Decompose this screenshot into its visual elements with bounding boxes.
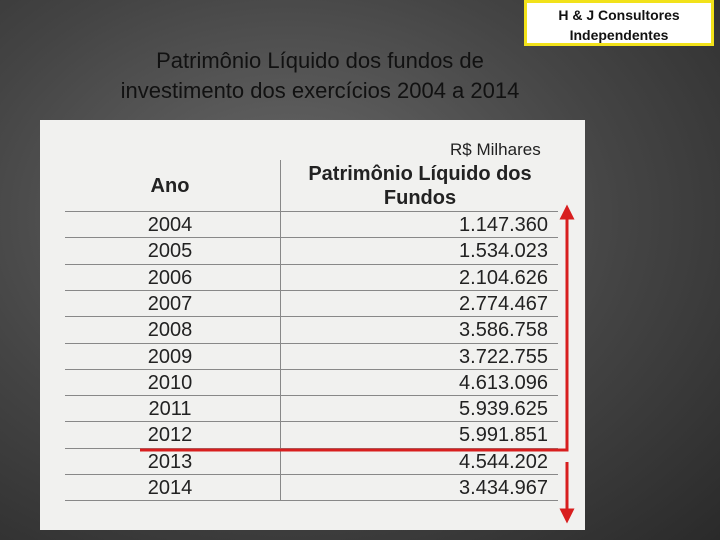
title-line: Patrimônio Líquido dos fundos de xyxy=(156,48,484,73)
badge: H & J Consultores Independentes xyxy=(524,0,714,46)
cell-value: 1.147.360 xyxy=(459,214,548,236)
cell-value: 3.586.758 xyxy=(459,319,548,342)
table: R$ Milhares Ano Patrimônio Líquido dos F… xyxy=(40,120,585,530)
cell-value: 4.613.096 xyxy=(459,371,548,394)
cell-year: 2011 xyxy=(148,398,192,421)
cell-year: 2007 xyxy=(147,292,193,315)
cell-year: 2006 xyxy=(147,266,193,289)
cell-value: 2.774.467 xyxy=(459,292,548,315)
row-line xyxy=(65,474,558,475)
cell-year: 2005 xyxy=(147,240,193,263)
cell-value: 5.991.851 xyxy=(459,424,548,447)
row-line xyxy=(65,500,558,502)
cell-value: 5.939.625 xyxy=(459,398,548,421)
cell-year: 2009 xyxy=(147,345,193,368)
cell-year: 2008 xyxy=(147,319,193,342)
cell-value: 3.434.967 xyxy=(459,477,548,499)
cell-value: 3.722.755 xyxy=(459,345,548,368)
cell-value: 2.104.626 xyxy=(459,266,548,289)
title: Patrimônio Líquido dos fundos de investi… xyxy=(20,46,620,106)
row-line xyxy=(65,289,558,291)
title-line: investimento dos exercícios 2004 a 2014 xyxy=(120,78,520,103)
cell-year: 2013 xyxy=(147,450,193,473)
row-line xyxy=(65,237,558,239)
column-header: Ano xyxy=(150,175,190,197)
row-line xyxy=(65,447,558,449)
cell-year: 2014 xyxy=(147,477,193,499)
row-line xyxy=(65,263,558,265)
row-line xyxy=(65,316,558,318)
row-line xyxy=(65,368,558,370)
cell-year: 2004 xyxy=(147,214,193,236)
row-line xyxy=(65,211,558,212)
unit: R$ Milhares xyxy=(450,140,541,159)
column-divider xyxy=(280,160,281,500)
badge-line: Independentes xyxy=(569,27,669,43)
row-line xyxy=(65,421,558,423)
row-line xyxy=(65,342,558,344)
cell-value: 4.544.202 xyxy=(459,450,548,473)
cell-value: 1.534.023 xyxy=(459,240,548,263)
row-line xyxy=(65,395,558,397)
red-arrow xyxy=(140,204,575,452)
badge-line: H & J Consultores xyxy=(558,7,680,23)
cell-year: 2010 xyxy=(147,371,193,394)
cell-year: 2012 xyxy=(147,424,193,447)
column-header: Patrimônio Líquido dos Fundos xyxy=(308,163,532,209)
